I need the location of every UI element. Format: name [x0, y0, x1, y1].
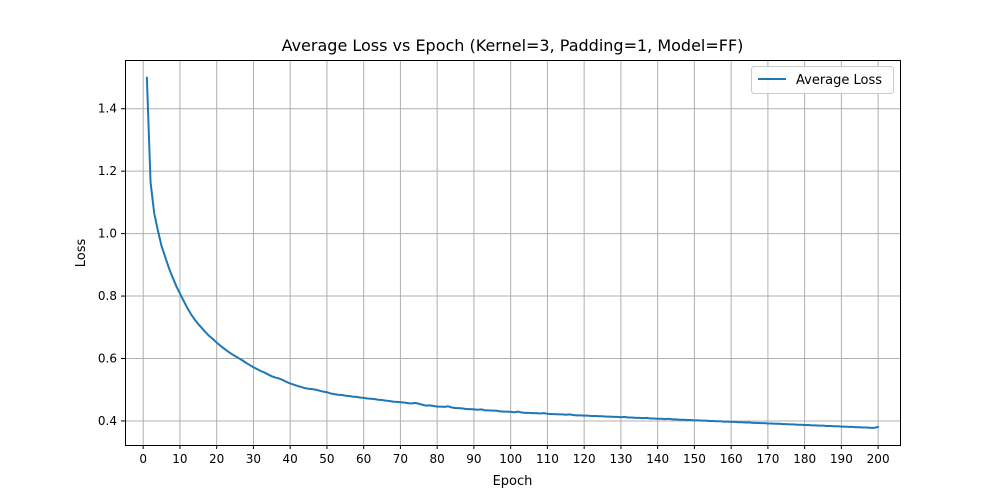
x-tick-label: 50 — [319, 452, 334, 466]
x-tick-label: 30 — [246, 452, 261, 466]
x-tick-label: 80 — [430, 452, 445, 466]
x-tick-label: 130 — [609, 452, 632, 466]
legend: Average Loss — [751, 66, 894, 94]
x-ticks: 0 10 20 30 40 50 60 70 80 90 100 110 120 130 140 150 160… — [139, 445, 890, 466]
y-axis-label: Loss — [74, 239, 89, 268]
x-tick-label: 70 — [393, 452, 408, 466]
x-tick-label: 190 — [830, 452, 853, 466]
y-tick-label: 1.4 — [98, 102, 117, 116]
x-tick-label: 90 — [466, 452, 481, 466]
x-tick-label: 170 — [756, 452, 779, 466]
x-axis-label: Epoch — [493, 474, 533, 489]
x-tick-label: 100 — [499, 452, 522, 466]
x-tick-label: 20 — [209, 452, 224, 466]
x-tick-label: 150 — [683, 452, 706, 466]
x-tick-label: 60 — [356, 452, 371, 466]
x-tick-label: 200 — [867, 452, 890, 466]
x-tick-label: 40 — [283, 452, 298, 466]
y-tick-label: 0.4 — [98, 414, 117, 428]
x-tick-label: 120 — [573, 452, 596, 466]
plot-frame — [125, 60, 901, 446]
y-tick-label: 1.0 — [98, 227, 117, 241]
x-tick-label: 10 — [172, 452, 187, 466]
x-tick-label: 110 — [536, 452, 559, 466]
grid-layer — [125, 60, 900, 445]
chart-title: Average Loss vs Epoch (Kernel=3, Padding… — [282, 36, 744, 55]
y-tick-label: 0.6 — [98, 352, 117, 366]
y-tick-label: 0.8 — [98, 289, 117, 303]
x-tick-label: 0 — [139, 452, 147, 466]
series-line-average-loss — [145, 76, 880, 429]
legend-label: Average Loss — [796, 73, 882, 88]
y-ticks: 0.4 0.6 0.8 1.0 1.2 1.4 — [98, 102, 125, 428]
x-tick-label: 160 — [720, 452, 743, 466]
x-tick-label: 180 — [793, 452, 816, 466]
series-layer — [145, 76, 880, 429]
legend-box — [751, 66, 894, 94]
y-tick-label: 1.2 — [98, 164, 117, 178]
x-tick-label: 140 — [646, 452, 669, 466]
